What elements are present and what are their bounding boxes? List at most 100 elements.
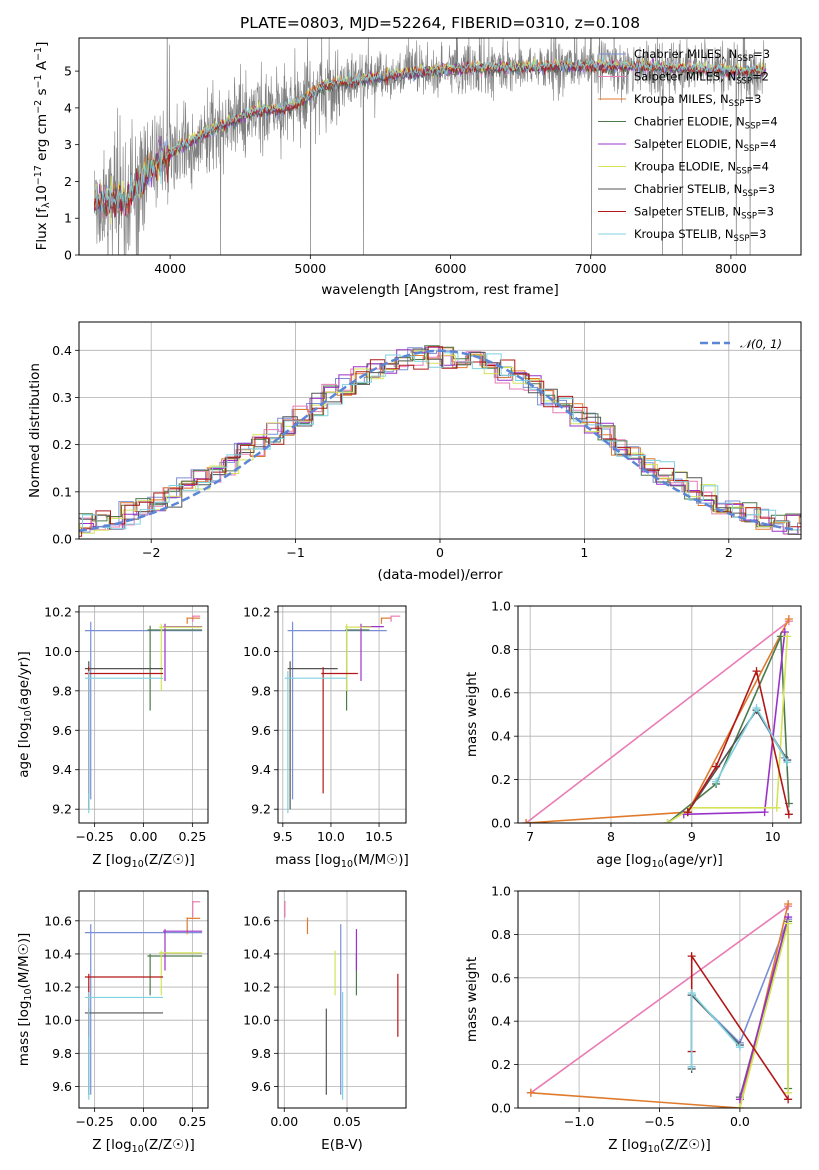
y-tick-label: 0.2 <box>491 1057 511 1072</box>
spectrum-plot: 4000 5000 6000 7000 8000 0 1 2 3 4 5 Chabrier MILES… <box>33 37 802 298</box>
data-point-marker <box>784 810 793 819</box>
data-point-marker <box>752 667 761 676</box>
y-tick-label: 1 <box>64 211 72 226</box>
y-tick-label: 9.8 <box>52 683 72 698</box>
data-point-marker <box>712 762 721 771</box>
legend-entry: Salpeter MILES, NSSP=2 <box>634 70 769 87</box>
y-tick-label: 1.0 <box>491 599 511 614</box>
axes-frame <box>78 37 802 256</box>
data-point-marker <box>760 808 769 817</box>
y-axis-label: Normed distribution <box>27 363 43 498</box>
y-axis-label: mass weight <box>464 672 480 757</box>
x-tick-label: 10.0 <box>317 829 345 844</box>
data-point-marker <box>735 1043 744 1052</box>
x-tick-label: 5000 <box>294 261 326 276</box>
y-tick-label: 9.4 <box>251 762 271 777</box>
plot-area <box>522 615 793 823</box>
y-tick-label: 9.2 <box>52 802 72 817</box>
y-tick-label: 0.0 <box>491 1101 511 1116</box>
plot-area <box>79 345 801 537</box>
y-tick-label: 10.0 <box>243 1013 271 1028</box>
data-point-marker <box>735 1104 744 1108</box>
axes-frame <box>277 890 407 1109</box>
mass-weight-vs-age-plot: 7 8 9 10 0.0 0.2 0.4 0.6 0.8 1.0 age [log10(age/yr… <box>464 599 802 870</box>
y-tick-label: 10.6 <box>44 913 72 928</box>
x-tick-label: 2 <box>725 545 733 560</box>
plot-area <box>84 900 203 1100</box>
legend-entry: Kroupa ELODIE, NSSP=4 <box>634 160 769 177</box>
x-tick-label: 10 <box>765 829 781 844</box>
x-tick-label: −2 <box>142 545 160 560</box>
x-tick-label: 9.5 <box>273 829 293 844</box>
x-tick-label: 0.05 <box>333 1114 361 1129</box>
y-axis-label: Flux [fλ10−17 erg cm−2 s−1 A−1] <box>33 42 52 251</box>
x-tick-label: −0.25 <box>75 1114 113 1129</box>
model-spectrum-salpeter-stelib <box>94 59 767 218</box>
x-axis-label: wavelength [Angstrom, rest frame] <box>321 282 559 298</box>
x-axis-label: Z [log10(Z/Z☉)] <box>608 1137 710 1155</box>
spectrum-legend: Chabrier MILES, NSSP=3 Salpeter MILES, NS… <box>598 47 778 244</box>
y-tick-label: 2 <box>64 174 72 189</box>
data-point-marker <box>784 1095 793 1104</box>
x-tick-label: −0.25 <box>75 829 113 844</box>
series-line-kroupa-elodie <box>667 636 789 823</box>
mass-vs-extinction-plot: 0.00 0.05 9.6 9.8 10.0 10.2 10.4 10.6 E(B-V) <box>243 890 407 1153</box>
grid-layer <box>278 606 406 823</box>
x-tick-label: 6000 <box>435 261 467 276</box>
x-tick-label: 8 <box>607 829 615 844</box>
legend-entry: Chabrier STELIB, NSSP=3 <box>634 182 775 199</box>
series-line-salpeter-elodie <box>739 916 789 1100</box>
y-axis-label: mass weight <box>464 957 480 1042</box>
y-tick-label: 9.6 <box>52 1079 72 1094</box>
y-tick-label: 10.2 <box>44 980 72 995</box>
y-tick-label: 3 <box>64 137 72 152</box>
series-line-kroupa-stelib <box>690 990 741 1067</box>
y-tick-label: 0.8 <box>491 927 511 942</box>
x-tick-label: 7 <box>526 829 534 844</box>
y-tick-label: 0.4 <box>491 729 511 744</box>
y-tick-label: 9.2 <box>251 802 271 817</box>
y-tick-label: 5 <box>64 64 72 79</box>
y-tick-label: 9.6 <box>251 1079 271 1094</box>
axes-frame <box>517 890 802 1109</box>
normal-reference-curve <box>79 349 799 532</box>
y-tick-label: 10.0 <box>44 644 72 659</box>
x-axis-label: E(B-V) <box>321 1137 363 1153</box>
y-tick-label: 9.8 <box>251 1046 271 1061</box>
grid-layer <box>278 891 406 1108</box>
data-point-marker <box>783 632 792 641</box>
y-tick-label: 1.0 <box>491 884 511 899</box>
data-point-marker <box>772 803 781 812</box>
y-tick-label: 9.8 <box>251 683 271 698</box>
x-tick-label: 0.00 <box>130 1114 158 1129</box>
y-tick-label: 10.0 <box>243 644 271 659</box>
data-point-marker <box>687 952 696 961</box>
plot-area <box>526 900 793 1108</box>
series-line-salpeter-stelib <box>687 668 790 815</box>
data-point-marker <box>712 777 721 786</box>
data-point-marker <box>752 703 761 712</box>
x-axis-label: (data-model)/error <box>377 567 503 583</box>
data-point-marker <box>784 900 793 909</box>
y-tick-label: 0.2 <box>52 437 72 452</box>
histogram-chabrier-stelib <box>79 348 801 535</box>
legend-entry: 𝒩(0, 1) <box>740 337 782 351</box>
x-tick-label: 1 <box>580 545 588 560</box>
series-line-salpeter-miles <box>530 905 789 1094</box>
x-tick-label: 0.00 <box>270 1114 298 1129</box>
y-tick-label: 10.2 <box>243 604 271 619</box>
y-axis-label: mass [log10(M/M☉)] <box>16 933 34 1067</box>
x-tick-label: 10.5 <box>365 829 393 844</box>
legend-entry: Salpeter ELODIE, NSSP=4 <box>634 137 777 154</box>
mass-weight-vs-metallicity-plot: −1.0 −0.5 0.0 0.0 0.2 0.4 0.6 0.8 1.0 Z [log10(Z/… <box>464 884 802 1155</box>
plot-area <box>94 38 767 255</box>
y-axis-label: age [log10(age/yr)] <box>16 651 34 777</box>
axes-frame <box>78 890 209 1109</box>
data-point-marker <box>784 919 793 928</box>
series-line-kroupa-miles <box>530 903 789 1108</box>
residual-histogram-plot: −2 −1 0 1 2 0.0 0.1 0.2 0.3 0.4 𝒩(0, 1) (data-model… <box>27 321 802 583</box>
data-point-marker <box>683 808 692 817</box>
y-tick-label: 10.2 <box>44 604 72 619</box>
y-tick-label: 0.0 <box>491 816 511 831</box>
